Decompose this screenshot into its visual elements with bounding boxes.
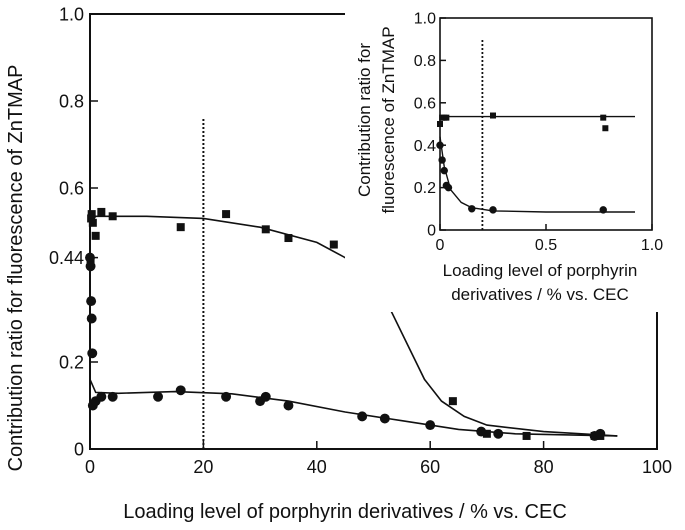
circle-data-point bbox=[107, 391, 118, 402]
square-data-point bbox=[91, 231, 100, 240]
circle-data-point bbox=[379, 413, 390, 424]
x-tick-label: 20 bbox=[193, 457, 213, 477]
inset-x-axis-label-line-2: derivatives / % vs. CEC bbox=[451, 285, 629, 304]
circle-data-point bbox=[87, 348, 98, 359]
inset-y-tick-labels: 0 0.2 0.4 0.6 0.8 1.0 bbox=[414, 11, 436, 240]
x-tick-label: 80 bbox=[534, 457, 554, 477]
circle-series-fit-curve bbox=[89, 379, 618, 437]
main-x-axis-label: Loading level of porphyrin derivatives /… bbox=[123, 501, 567, 523]
square-data-point bbox=[284, 234, 293, 243]
circle-data-point bbox=[86, 313, 97, 324]
inset-x-axis-label-line-1: Loading level of porphyrin bbox=[443, 261, 638, 280]
y-tick-label: 1.0 bbox=[59, 4, 84, 24]
circle-data-point bbox=[444, 183, 453, 192]
square-data-point bbox=[602, 125, 609, 132]
main-x-tick-labels: 0 20 40 60 80 100 bbox=[85, 457, 672, 477]
circle-data-point bbox=[595, 428, 606, 439]
y-tick-label: 0 bbox=[427, 223, 436, 240]
square-data-point bbox=[176, 223, 185, 232]
circle-data-point bbox=[260, 391, 271, 402]
square-data-point bbox=[437, 121, 443, 127]
inset-background bbox=[345, 6, 671, 312]
square-data-point bbox=[482, 429, 491, 438]
square-data-point bbox=[261, 225, 270, 234]
square-data-point bbox=[97, 207, 106, 216]
x-tick-label: 100 bbox=[642, 457, 672, 477]
inset-y-axis-label-line-2: fluorescence of ZnTMAP bbox=[379, 26, 398, 213]
circle-data-point bbox=[357, 411, 368, 422]
x-tick-label: 1.0 bbox=[641, 237, 663, 254]
y-tick-label: 0.44 bbox=[49, 248, 84, 268]
y-tick-label: 0.4 bbox=[414, 138, 436, 155]
square-data-point bbox=[329, 240, 338, 249]
square-data-point bbox=[87, 214, 96, 223]
x-tick-label: 60 bbox=[420, 457, 440, 477]
main-y-axis-label: Contribution ratio for fluorescence of Z… bbox=[5, 65, 27, 472]
y-tick-label: 0 bbox=[74, 439, 84, 459]
circle-data-point bbox=[438, 156, 446, 164]
circle-data-point bbox=[153, 391, 163, 402]
square-data-point bbox=[88, 218, 97, 227]
main-data-points bbox=[85, 207, 606, 441]
square-data-point bbox=[443, 114, 450, 121]
square-data-point bbox=[600, 114, 607, 121]
y-tick-label: 0.8 bbox=[414, 53, 436, 70]
y-tick-label: 0.2 bbox=[59, 352, 84, 372]
circle-data-point bbox=[489, 206, 497, 214]
circle-data-point bbox=[436, 141, 444, 149]
square-data-point bbox=[222, 210, 231, 219]
circle-data-point bbox=[440, 166, 448, 175]
x-tick-label: 0 bbox=[436, 237, 445, 254]
circle-data-point bbox=[493, 428, 504, 439]
square-data-point bbox=[448, 397, 457, 406]
square-data-point bbox=[490, 112, 496, 119]
circle-data-point bbox=[221, 391, 232, 402]
circle-data-point bbox=[96, 391, 107, 402]
square-data-point bbox=[522, 431, 531, 440]
circle-data-point bbox=[85, 261, 96, 272]
circle-data-point bbox=[425, 420, 436, 431]
circle-data-point bbox=[476, 426, 487, 437]
circle-data-point bbox=[86, 296, 97, 307]
y-tick-label: 0.8 bbox=[59, 91, 84, 111]
x-tick-label: 0 bbox=[85, 457, 95, 477]
y-tick-label: 0.6 bbox=[414, 95, 436, 112]
inset-plot: 0 0.5 1.0 0 0.2 0.4 0.6 0.8 1.0 Contribution ra… bbox=[345, 6, 671, 312]
y-tick-label: 0.6 bbox=[59, 178, 84, 198]
x-tick-label: 0.5 bbox=[535, 237, 557, 254]
x-tick-label: 40 bbox=[307, 457, 327, 477]
inset-y-axis-label-line-1: Contribution ratio for bbox=[355, 43, 374, 197]
circle-data-point bbox=[85, 252, 95, 263]
main-y-tick-labels: 0 0.2 0.44 0.6 0.8 1.0 bbox=[49, 4, 84, 459]
circle-data-point bbox=[468, 205, 476, 213]
circle-data-point bbox=[175, 385, 186, 396]
y-tick-label: 1.0 bbox=[414, 11, 436, 28]
circle-data-point bbox=[599, 206, 607, 214]
inset-x-tick-labels: 0 0.5 1.0 bbox=[436, 237, 664, 254]
square-data-point bbox=[87, 210, 96, 219]
square-data-point bbox=[108, 212, 117, 221]
circle-data-point bbox=[283, 400, 294, 411]
y-tick-label: 0.2 bbox=[414, 180, 436, 197]
main-plot: 0 20 40 60 80 100 0 0.2 0.44 0.6 0.8 1.0 Loading l… bbox=[5, 4, 672, 523]
inset-data-points bbox=[436, 112, 609, 214]
